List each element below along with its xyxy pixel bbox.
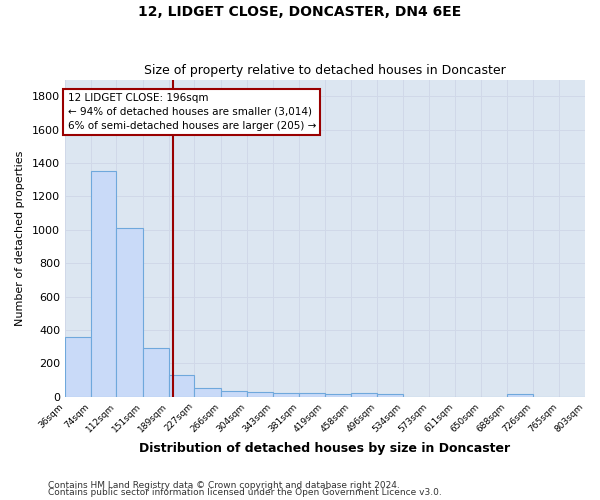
- Text: 12 LIDGET CLOSE: 196sqm
← 94% of detached houses are smaller (3,014)
6% of semi-: 12 LIDGET CLOSE: 196sqm ← 94% of detache…: [68, 93, 316, 131]
- Bar: [507, 394, 533, 396]
- Bar: [116, 228, 143, 396]
- Y-axis label: Number of detached properties: Number of detached properties: [15, 150, 25, 326]
- Bar: [377, 394, 403, 396]
- Bar: [91, 172, 116, 396]
- Text: Contains HM Land Registry data © Crown copyright and database right 2024.: Contains HM Land Registry data © Crown c…: [48, 480, 400, 490]
- Bar: [299, 394, 325, 396]
- Bar: [169, 375, 194, 396]
- Bar: [325, 394, 351, 396]
- Bar: [273, 394, 299, 396]
- Text: 12, LIDGET CLOSE, DONCASTER, DN4 6EE: 12, LIDGET CLOSE, DONCASTER, DN4 6EE: [139, 5, 461, 19]
- Bar: [247, 392, 273, 396]
- Bar: [65, 338, 91, 396]
- Bar: [351, 394, 377, 396]
- Bar: [143, 348, 169, 397]
- Title: Size of property relative to detached houses in Doncaster: Size of property relative to detached ho…: [144, 64, 506, 77]
- Bar: [221, 391, 247, 396]
- X-axis label: Distribution of detached houses by size in Doncaster: Distribution of detached houses by size …: [139, 442, 511, 455]
- Bar: [194, 388, 221, 396]
- Text: Contains public sector information licensed under the Open Government Licence v3: Contains public sector information licen…: [48, 488, 442, 497]
